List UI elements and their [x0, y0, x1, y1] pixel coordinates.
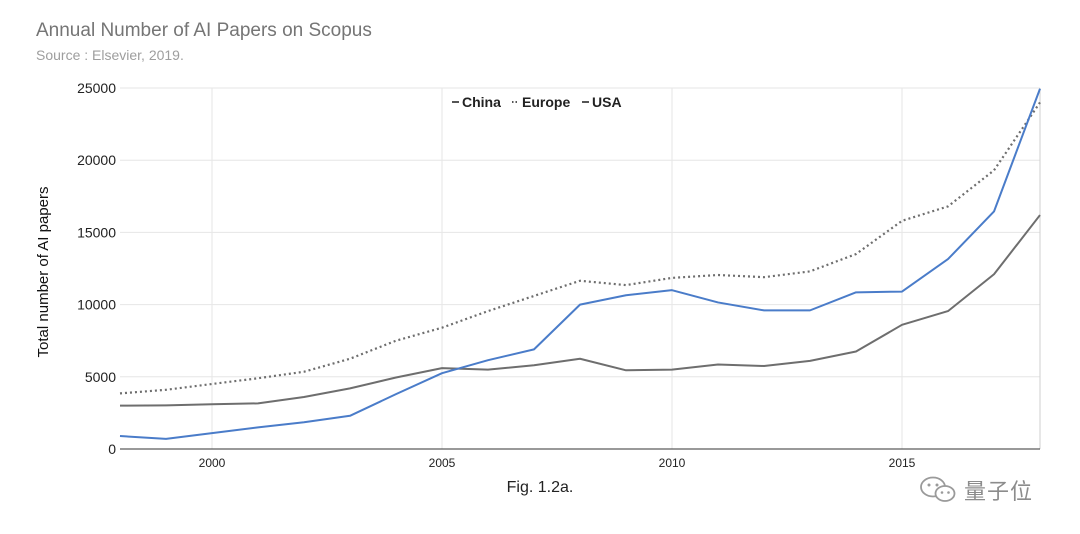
watermark-text: 量子位: [964, 480, 1034, 505]
legend-label: USA: [592, 94, 622, 110]
y-axis-label: Total number of AI papers: [35, 187, 52, 358]
figure-caption: Fig. 1.2a.: [506, 479, 574, 496]
legend-label: Europe: [522, 94, 570, 110]
y-tick-label: 15000: [77, 224, 116, 240]
y-tick-label: 20000: [77, 152, 116, 168]
chart-subtitle: Source : Elsevier, 2019.: [36, 47, 184, 63]
y-tick-label: 25000: [77, 80, 116, 96]
series-line-china: [119, 214, 1041, 407]
legend: China Europe USA: [452, 94, 622, 110]
legend-item-europe: Europe: [512, 94, 570, 110]
chart-title: Annual Number of AI Papers on Scopus: [36, 20, 372, 41]
x-tick-label: 2015: [889, 456, 916, 470]
wechat-icon: [920, 476, 956, 502]
series-line-usa: [119, 88, 1041, 440]
legend-item-usa: USA: [582, 94, 622, 110]
y-tick-label: 5000: [85, 369, 116, 385]
grid: [120, 87, 1041, 450]
x-tick-label: 2000: [199, 456, 226, 470]
x-tick-label: 2005: [429, 456, 456, 470]
y-tick-label: 0: [108, 441, 116, 457]
legend-item-china: China: [452, 94, 501, 110]
watermark: 量子位: [918, 474, 1033, 506]
legend-label: China: [462, 94, 501, 110]
series-lines: [119, 88, 1041, 440]
series-line-europe: [119, 101, 1041, 395]
y-tick-label: 10000: [77, 297, 116, 313]
axes: 0 5000 10000 15000 20000 25000 2000 2005 2010 201…: [77, 80, 1040, 470]
x-tick-label: 2010: [659, 456, 686, 470]
